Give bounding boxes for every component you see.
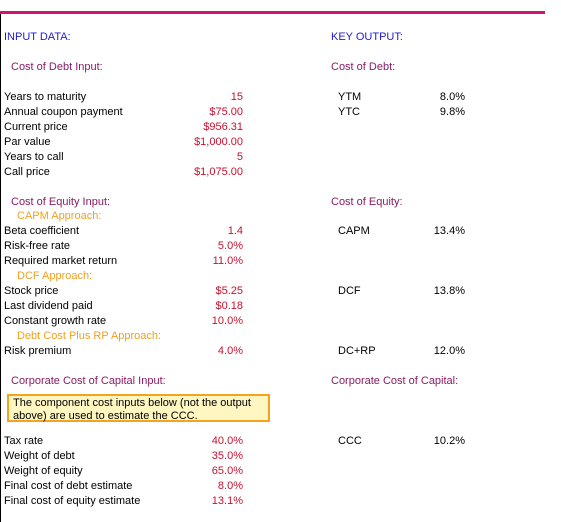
row-label-beta: Beta coefficient	[4, 225, 80, 237]
key-output-heading: KEY OUTPUT:	[331, 31, 403, 43]
ccc-output-title: Corporate Cost of Capital:	[331, 375, 459, 387]
input-par-value[interactable]: $1,000.00	[194, 136, 243, 148]
row-label-current-price: Current price	[4, 121, 68, 133]
input-weight-of-equity[interactable]: 65.0%	[211, 465, 243, 477]
output-ytc: 9.8%	[439, 106, 465, 118]
input-stock-price[interactable]: $5.25	[215, 285, 243, 297]
left-border	[0, 14, 1, 522]
input-current-price[interactable]: $956.31	[203, 121, 243, 133]
output-capm: 13.4%	[433, 225, 465, 237]
input-final-cost-of-debt[interactable]: 8.0%	[217, 480, 243, 492]
capm-approach-title: CAPM Approach:	[17, 210, 102, 222]
row-label-last-dividend: Last dividend paid	[4, 300, 93, 312]
input-annual-coupon[interactable]: $75.00	[209, 106, 243, 118]
output-ytm: 8.0%	[439, 91, 465, 103]
row-label-years-to-call: Years to call	[4, 151, 64, 163]
row-label-annual-coupon: Annual coupon payment	[4, 106, 123, 118]
output-dcf: 13.8%	[433, 285, 465, 297]
row-label-par-value: Par value	[4, 136, 51, 148]
output-label-capm: CAPM	[338, 225, 370, 237]
input-last-dividend[interactable]: $0.18	[215, 300, 243, 312]
cost-of-equity-input-title: Cost of Equity Input:	[11, 196, 111, 208]
row-label-final-cost-of-equity: Final cost of equity estimate	[4, 495, 141, 507]
row-label-weight-of-equity: Weight of equity	[4, 465, 83, 477]
cost-of-equity-output-title: Cost of Equity:	[331, 196, 403, 208]
input-beta[interactable]: 1.4	[227, 225, 243, 237]
input-years-to-maturity[interactable]: 15	[230, 91, 243, 103]
output-label-ytm: YTM	[338, 91, 362, 103]
output-label-dcrp: DC+RP	[338, 345, 376, 357]
row-label-call-price: Call price	[4, 166, 50, 178]
input-tax-rate[interactable]: 40.0%	[211, 435, 243, 447]
input-weight-of-debt[interactable]: 35.0%	[211, 450, 243, 462]
row-label-final-cost-of-debt: Final cost of debt estimate	[4, 480, 133, 492]
input-final-cost-of-equity[interactable]: 13.1%	[211, 495, 243, 507]
top-border	[0, 11, 545, 14]
cost-of-debt-output-title: Cost of Debt:	[331, 61, 396, 73]
input-call-price[interactable]: $1,075.00	[194, 166, 243, 178]
input-required-market-return[interactable]: 11.0%	[212, 255, 243, 267]
output-label-ytc: YTC	[338, 106, 360, 118]
debt-cost-plus-rp-title: Debt Cost Plus RP Approach:	[17, 330, 162, 342]
row-label-risk-free-rate: Risk-free rate	[4, 240, 71, 252]
dcf-approach-title: DCF Approach:	[17, 270, 93, 282]
row-label-weight-of-debt: Weight of debt	[4, 450, 75, 462]
cost-of-debt-input-title: Cost of Debt Input:	[11, 61, 103, 73]
ccc-note: The component cost inputs below (not the…	[7, 394, 270, 422]
output-dcrp: 12.0%	[433, 345, 465, 357]
input-years-to-call[interactable]: 5	[236, 151, 243, 163]
output-label-dcf: DCF	[338, 285, 361, 297]
row-label-tax-rate: Tax rate	[4, 435, 44, 447]
row-label-growth-rate: Constant growth rate	[4, 315, 107, 327]
input-risk-free-rate[interactable]: 5.0%	[217, 240, 243, 252]
input-growth-rate[interactable]: 10.0%	[211, 315, 243, 327]
row-label-years-to-maturity: Years to maturity	[4, 91, 87, 103]
input-data-heading: INPUT DATA:	[4, 31, 71, 43]
input-risk-premium[interactable]: 4.0%	[217, 345, 243, 357]
row-label-stock-price: Stock price	[4, 285, 59, 297]
output-ccc: 10.2%	[433, 435, 465, 447]
output-label-ccc: CCC	[338, 435, 362, 447]
row-label-required-market-return: Required market return	[4, 255, 118, 267]
row-label-risk-premium: Risk premium	[4, 345, 72, 357]
ccc-input-title: Corporate Cost of Capital Input:	[11, 375, 166, 387]
